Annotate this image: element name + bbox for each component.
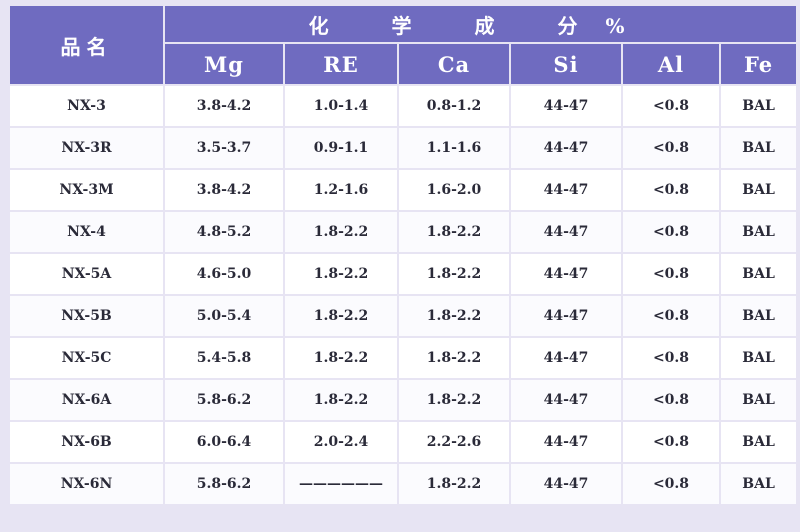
cell-fe: BAL: [721, 380, 797, 420]
cell-product-name: NX-5C: [10, 338, 163, 378]
table-row: NX-4 4.8-5.2 1.8-2.2 1.8-2.2 44-47 <0.8 …: [10, 212, 797, 252]
composition-table-container: 品名 化 学 成 分% Mg RE Ca Si Al Fe NX-3 3.8-4…: [8, 4, 797, 528]
cell-ca: 1.6-2.0: [399, 170, 509, 210]
cell-ca: 1.8-2.2: [399, 212, 509, 252]
table-row: NX-3R 3.5-3.7 0.9-1.1 1.1-1.6 44-47 <0.8…: [10, 128, 797, 168]
cell-re: 0.9-1.1: [285, 128, 397, 168]
cell-mg: 3.8-4.2: [165, 86, 283, 126]
cell-re: 1.8-2.2: [285, 338, 397, 378]
cell-fe: BAL: [721, 128, 797, 168]
cell-mg: 5.8-6.2: [165, 380, 283, 420]
cell-re: 1.2-1.6: [285, 170, 397, 210]
cell-product-name: NX-5B: [10, 296, 163, 336]
cell-mg: 4.8-5.2: [165, 212, 283, 252]
table-row: NX-6A 5.8-6.2 1.8-2.2 1.8-2.2 44-47 <0.8…: [10, 380, 797, 420]
cell-al: <0.8: [623, 170, 719, 210]
header-row-elements: Mg RE Ca Si Al Fe: [10, 44, 797, 84]
cell-ca: 1.8-2.2: [399, 338, 509, 378]
cell-re: 1.0-1.4: [285, 86, 397, 126]
col-header-mg: Mg: [165, 44, 283, 84]
cell-al: <0.8: [623, 128, 719, 168]
cell-ca: 1.8-2.2: [399, 464, 509, 504]
cell-al: <0.8: [623, 338, 719, 378]
cell-product-name: NX-3R: [10, 128, 163, 168]
cell-fe: BAL: [721, 338, 797, 378]
cell-si: 44-47: [511, 380, 621, 420]
col-header-re: RE: [285, 44, 397, 84]
cell-fe: BAL: [721, 212, 797, 252]
cell-product-name: NX-3: [10, 86, 163, 126]
cell-al: <0.8: [623, 254, 719, 294]
cell-fe: BAL: [721, 422, 797, 462]
cell-si: 44-47: [511, 338, 621, 378]
cell-al: <0.8: [623, 380, 719, 420]
cell-ca: 1.8-2.2: [399, 296, 509, 336]
cell-mg: 3.5-3.7: [165, 128, 283, 168]
cell-re: ——————: [285, 464, 397, 504]
cell-ca: 1.1-1.6: [399, 128, 509, 168]
cell-ca: 1.8-2.2: [399, 254, 509, 294]
cell-al: <0.8: [623, 296, 719, 336]
cell-fe: BAL: [721, 170, 797, 210]
cell-si: 44-47: [511, 212, 621, 252]
cell-ca: 2.2-2.6: [399, 422, 509, 462]
table-row: NX-6B 6.0-6.4 2.0-2.4 2.2-2.6 44-47 <0.8…: [10, 422, 797, 462]
cell-si: 44-47: [511, 422, 621, 462]
cell-si: 44-47: [511, 128, 621, 168]
cell-mg: 3.8-4.2: [165, 170, 283, 210]
cell-mg: 5.4-5.8: [165, 338, 283, 378]
chemical-composition-header: 化 学 成 分%: [165, 6, 797, 42]
cell-product-name: NX-6N: [10, 464, 163, 504]
cell-al: <0.8: [623, 212, 719, 252]
header-row-top: 品名 化 学 成 分%: [10, 6, 797, 84]
cell-fe: BAL: [721, 86, 797, 126]
table-row: NX-5A 4.6-5.0 1.8-2.2 1.8-2.2 44-47 <0.8…: [10, 254, 797, 294]
col-header-al: Al: [623, 44, 719, 84]
col-header-si: Si: [511, 44, 621, 84]
cell-product-name: NX-6B: [10, 422, 163, 462]
cell-si: 44-47: [511, 464, 621, 504]
cell-product-name: NX-4: [10, 212, 163, 252]
cell-re: 1.8-2.2: [285, 380, 397, 420]
cell-re: 1.8-2.2: [285, 296, 397, 336]
cell-si: 44-47: [511, 170, 621, 210]
cell-al: <0.8: [623, 86, 719, 126]
table-row: NX-3 3.8-4.2 1.0-1.4 0.8-1.2 44-47 <0.8 …: [10, 86, 797, 126]
cell-si: 44-47: [511, 296, 621, 336]
cell-mg: 6.0-6.4: [165, 422, 283, 462]
table-row: NX-3M 3.8-4.2 1.2-1.6 1.6-2.0 44-47 <0.8…: [10, 170, 797, 210]
product-name-header: 品名: [10, 6, 163, 84]
col-header-fe: Fe: [721, 44, 797, 84]
cell-mg: 5.8-6.2: [165, 464, 283, 504]
cell-si: 44-47: [511, 86, 621, 126]
col-header-ca: Ca: [399, 44, 509, 84]
cell-fe: BAL: [721, 296, 797, 336]
cell-re: 1.8-2.2: [285, 212, 397, 252]
cell-product-name: NX-3M: [10, 170, 163, 210]
cell-re: 2.0-2.4: [285, 422, 397, 462]
cell-al: <0.8: [623, 422, 719, 462]
cell-al: <0.8: [623, 464, 719, 504]
cell-mg: 5.0-5.4: [165, 296, 283, 336]
cell-mg: 4.6-5.0: [165, 254, 283, 294]
table-row: NX-6N 5.8-6.2 —————— 1.8-2.2 44-47 <0.8 …: [10, 464, 797, 504]
cell-ca: 1.8-2.2: [399, 380, 509, 420]
cell-product-name: NX-6A: [10, 380, 163, 420]
cell-si: 44-47: [511, 254, 621, 294]
cell-fe: BAL: [721, 464, 797, 504]
cell-re: 1.8-2.2: [285, 254, 397, 294]
cell-ca: 0.8-1.2: [399, 86, 509, 126]
table-row: NX-5B 5.0-5.4 1.8-2.2 1.8-2.2 44-47 <0.8…: [10, 296, 797, 336]
table-row: NX-5C 5.4-5.8 1.8-2.2 1.8-2.2 44-47 <0.8…: [10, 338, 797, 378]
cell-fe: BAL: [721, 254, 797, 294]
cell-product-name: NX-5A: [10, 254, 163, 294]
composition-table: 品名 化 学 成 分% Mg RE Ca Si Al Fe NX-3 3.8-4…: [8, 4, 798, 506]
